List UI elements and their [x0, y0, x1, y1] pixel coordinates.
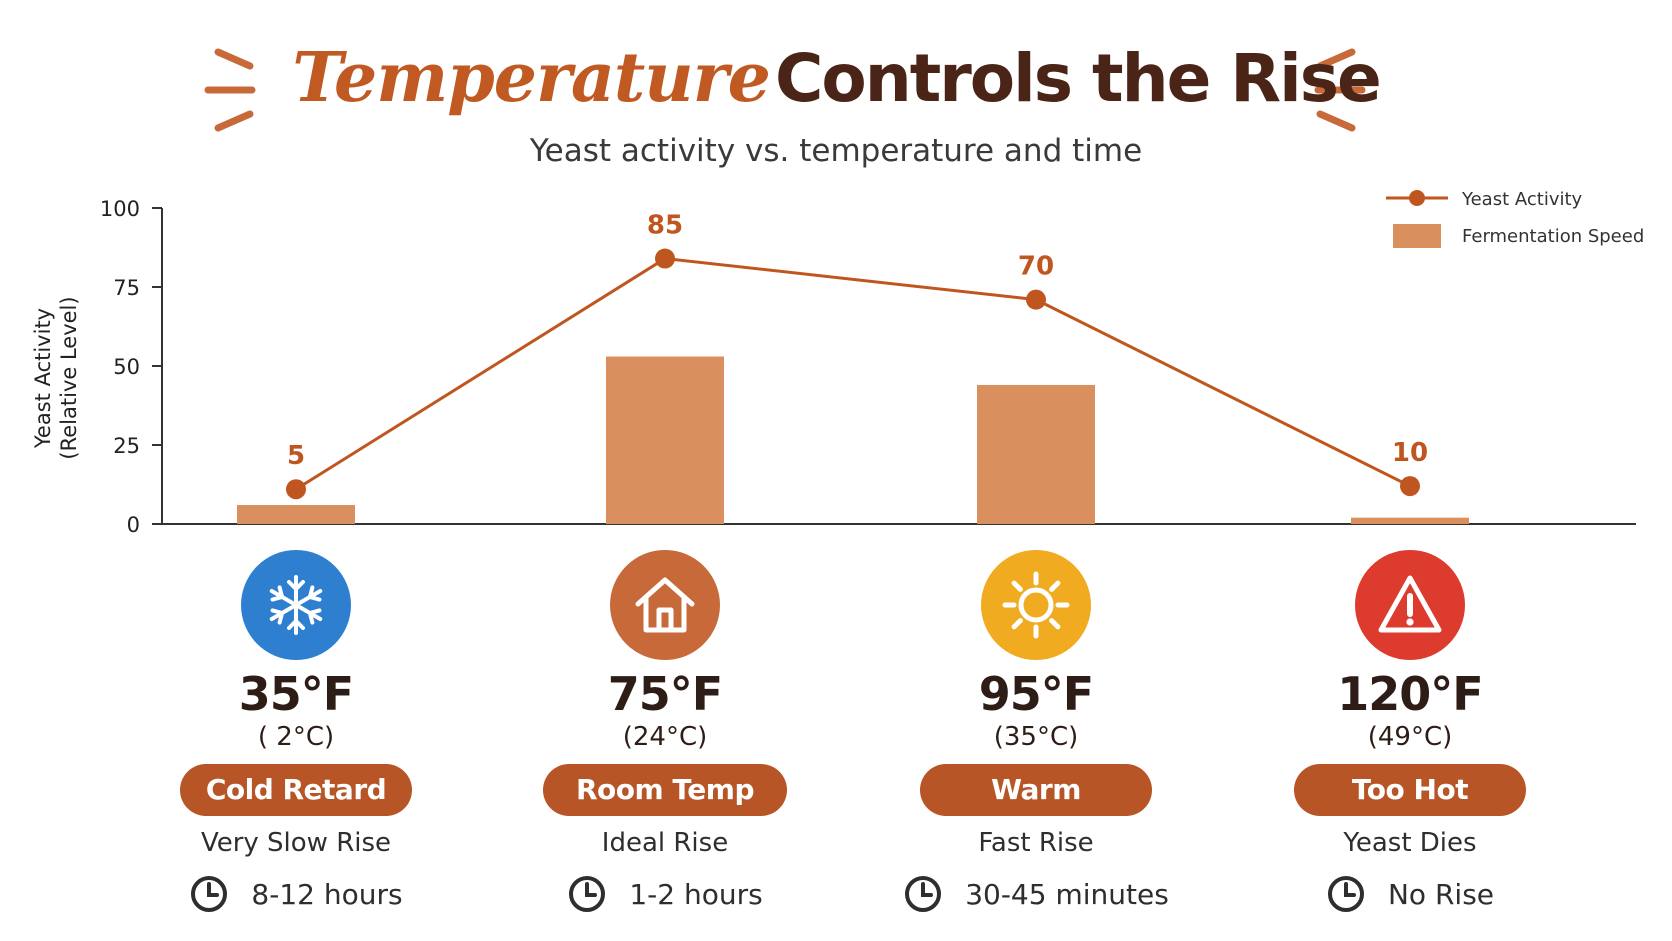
rise-description: Yeast Dies [1343, 828, 1477, 858]
y-tick-label: 0 [127, 513, 140, 537]
label-pill: Too Hot [1294, 764, 1526, 816]
card-warm: 95°F (35°C) Warm Fast Rise 30-45 minutes [876, 550, 1196, 914]
clock-icon [1327, 876, 1364, 912]
rise-description: Very Slow Rise [200, 828, 392, 858]
fermentation-bar [606, 356, 724, 524]
sun-icon [1002, 571, 1070, 639]
temp-fahrenheit: 75°F [607, 667, 723, 721]
y-axis-label: Yeast Activity [31, 308, 55, 449]
left-burst-icon [204, 48, 256, 132]
temp-celsius: (49°C) [1367, 722, 1453, 752]
rise-description: Fast Rise [978, 828, 1094, 858]
temp-fahrenheit: 120°F [1337, 667, 1483, 721]
legend-line-marker [1409, 190, 1425, 206]
right-burst-icon [1314, 48, 1366, 132]
data-label: 5 [287, 441, 305, 471]
sun-icon-circle [981, 550, 1091, 660]
warning-icon-circle [1355, 550, 1465, 660]
rise-description: Ideal Rise [601, 828, 729, 858]
card-too-hot: 120°F (49°C) Too Hot Yeast Dies No Rise [1250, 550, 1570, 914]
yeast-activity-line [295, 257, 1411, 491]
legend-bar-label: Fermentation Speed [1462, 226, 1644, 247]
y-tick-label: 25 [113, 434, 140, 458]
temperature-cards: 35°F ( 2°C) Cold Retard Very Slow Rise 8… [0, 550, 1672, 930]
time-label: 30-45 minutes [965, 877, 1169, 911]
time-row: 1-2 hours [505, 874, 825, 914]
snowflake-icon [269, 575, 323, 635]
legend-bar-swatch [1393, 224, 1441, 248]
time-label: No Rise [1387, 877, 1495, 911]
temp-celsius: (24°C) [622, 722, 708, 752]
subtitle: Yeast activity vs. temperature and time [529, 133, 1143, 169]
y-tick-label: 100 [100, 197, 140, 221]
label-pill: Room Temp [543, 764, 787, 816]
temp-celsius: (35°C) [993, 722, 1079, 752]
warning-icon [1378, 575, 1442, 633]
card-room-temp: 75°F (24°C) Room Temp Ideal Rise 1-2 hou… [505, 550, 825, 914]
clock-icon [191, 876, 228, 912]
time-row: 8-12 hours [136, 874, 456, 914]
temp-fahrenheit: 35°F [238, 667, 354, 721]
y-axis-label: (Relative Level) [57, 296, 81, 459]
card-cold-retard: 35°F ( 2°C) Cold Retard Very Slow Rise 8… [136, 550, 456, 914]
y-tick-label: 75 [113, 276, 140, 300]
data-label: 85 [647, 211, 683, 241]
clock-icon [569, 876, 606, 912]
snowflake-icon-circle [241, 550, 351, 660]
page-title: Temperature Controls the Rise [0, 38, 1672, 138]
data-label: 10 [1392, 438, 1428, 468]
title-main: Controls the Rise [774, 40, 1382, 117]
time-label: 8-12 hours [251, 877, 403, 911]
yeast-activity-point [1026, 289, 1046, 310]
clock-icon [905, 876, 942, 912]
temp-fahrenheit: 95°F [978, 667, 1094, 721]
temp-celsius: ( 2°C) [257, 722, 335, 752]
time-row: 30-45 minutes [876, 874, 1196, 914]
time-label: 1-2 hours [629, 877, 763, 911]
label-pill: Cold Retard [180, 764, 412, 816]
legend-line-label: Yeast Activity [1461, 189, 1583, 210]
y-tick-label: 50 [113, 355, 140, 379]
yeast-activity-point [286, 479, 306, 500]
data-label: 70 [1018, 252, 1054, 282]
fermentation-bar [237, 505, 355, 524]
label-pill: Warm [920, 764, 1152, 816]
yeast-activity-point [1400, 476, 1420, 497]
house-icon [635, 577, 695, 633]
yeast-activity-point [655, 248, 675, 269]
time-row: No Rise [1250, 874, 1570, 914]
fermentation-bar [1351, 517, 1469, 524]
house-icon-circle [610, 550, 720, 660]
fermentation-bar [977, 384, 1095, 524]
title-accent: Temperature [292, 38, 771, 118]
